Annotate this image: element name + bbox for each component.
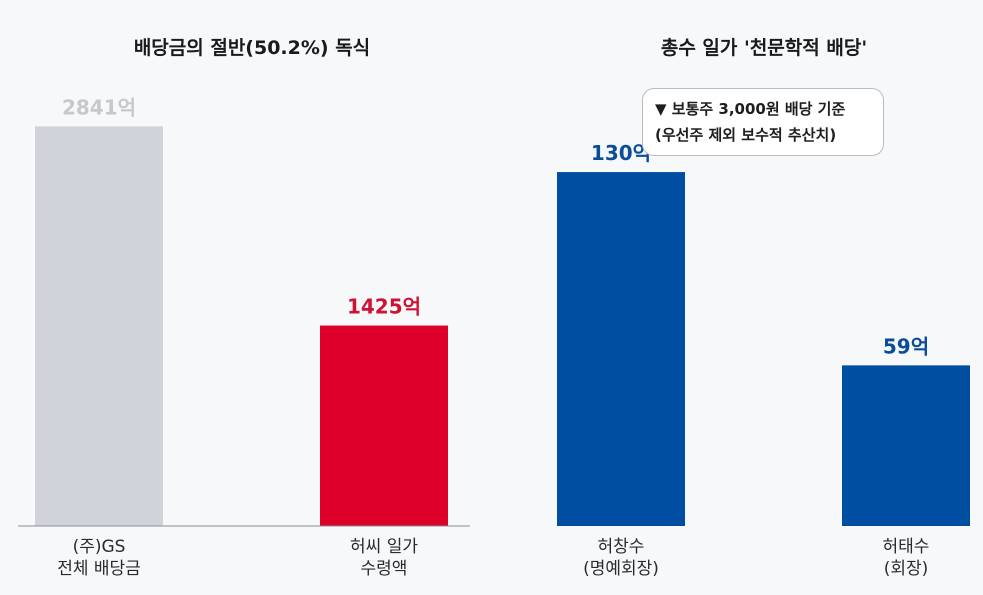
chart-title-1: 배당금의 절반(50.2%) 독식 [134,37,370,59]
category-label-1-1-line-1: (주)GS [73,537,126,557]
category-label-2-2-line-2: (회장) [884,559,929,579]
annotation-line-1: ▼ 보통주 3,000원 배당 기준 [655,100,846,118]
category-label-1-1-line-2: 전체 배당금 [57,559,141,579]
value-label-2-1: 130억 [591,141,651,165]
bar-1-1 [35,126,163,526]
annotation-line-2: (우선주 제외 보수적 추산치) [655,126,837,144]
category-label-1-2-line-2: 수령액 [361,559,408,579]
value-label-1-2: 1425억 [347,295,421,319]
value-label-1-1: 2841억 [62,95,136,119]
category-label-2-1-line-1: 허창수 [598,537,645,557]
bar-2-1 [557,172,685,526]
chart-title-2: 총수 일가 '천문학적 배당' [661,37,867,59]
bar-2-2 [842,365,970,526]
annotation-box: ▼ 보통주 3,000원 배당 기준 (우선주 제외 보수적 추산치) [642,88,884,156]
value-label-2-2: 59억 [883,334,929,358]
category-label-2-2-line-1: 허태수 [883,537,930,557]
category-label-2-1-line-2: (명예회장) [583,559,659,579]
bar-1-2 [320,325,448,526]
category-label-1-2-line-1: 허씨 일가 [350,537,418,557]
